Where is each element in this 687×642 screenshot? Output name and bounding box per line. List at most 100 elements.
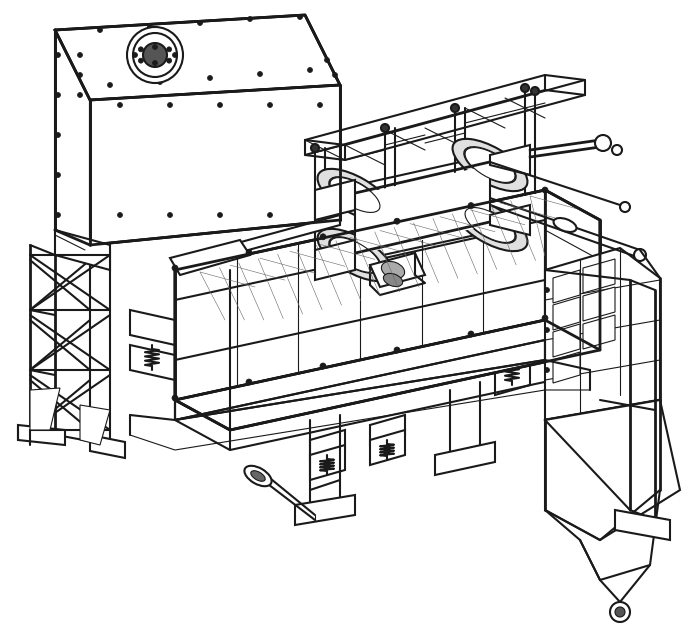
Circle shape — [172, 53, 177, 58]
Ellipse shape — [465, 207, 515, 243]
Ellipse shape — [465, 148, 515, 182]
Circle shape — [451, 104, 459, 112]
Polygon shape — [295, 495, 355, 525]
Circle shape — [153, 60, 157, 65]
Polygon shape — [370, 415, 405, 445]
Circle shape — [394, 347, 400, 353]
Ellipse shape — [329, 237, 381, 273]
Ellipse shape — [383, 273, 403, 286]
Polygon shape — [130, 310, 175, 345]
Ellipse shape — [317, 229, 392, 281]
Polygon shape — [90, 85, 340, 245]
Circle shape — [143, 43, 167, 67]
Circle shape — [333, 73, 337, 78]
Polygon shape — [495, 340, 530, 370]
Circle shape — [545, 327, 550, 333]
Circle shape — [545, 367, 550, 372]
Ellipse shape — [330, 238, 380, 272]
Polygon shape — [553, 270, 580, 303]
Polygon shape — [55, 230, 110, 270]
Polygon shape — [583, 259, 615, 293]
Circle shape — [468, 203, 474, 209]
Ellipse shape — [453, 139, 528, 191]
Circle shape — [610, 602, 630, 622]
Circle shape — [218, 103, 223, 107]
Ellipse shape — [330, 178, 380, 213]
Ellipse shape — [464, 207, 516, 243]
Circle shape — [320, 363, 326, 369]
Ellipse shape — [381, 261, 405, 279]
Circle shape — [117, 103, 122, 107]
Circle shape — [56, 92, 60, 98]
Polygon shape — [315, 180, 355, 220]
Polygon shape — [583, 315, 615, 349]
Polygon shape — [495, 360, 530, 395]
Circle shape — [267, 103, 273, 107]
Polygon shape — [545, 400, 680, 540]
Polygon shape — [55, 30, 90, 245]
Circle shape — [317, 103, 322, 107]
Circle shape — [56, 213, 60, 218]
Circle shape — [468, 331, 474, 337]
Polygon shape — [553, 352, 580, 383]
Polygon shape — [90, 435, 125, 458]
Polygon shape — [355, 165, 490, 255]
Ellipse shape — [464, 146, 516, 184]
Polygon shape — [370, 253, 425, 287]
Ellipse shape — [251, 471, 265, 482]
Circle shape — [107, 83, 113, 87]
Circle shape — [133, 33, 177, 77]
Circle shape — [521, 84, 529, 92]
Polygon shape — [545, 190, 600, 350]
Ellipse shape — [329, 177, 381, 213]
Polygon shape — [583, 287, 615, 321]
Circle shape — [138, 58, 144, 63]
Circle shape — [542, 187, 548, 193]
Polygon shape — [615, 510, 670, 540]
Polygon shape — [553, 324, 580, 357]
Circle shape — [381, 124, 389, 132]
Ellipse shape — [317, 169, 392, 221]
Circle shape — [153, 44, 157, 49]
Circle shape — [168, 103, 172, 107]
Circle shape — [167, 47, 172, 52]
Ellipse shape — [453, 199, 528, 251]
Circle shape — [133, 53, 137, 58]
Circle shape — [612, 145, 622, 155]
Polygon shape — [490, 145, 530, 175]
Polygon shape — [553, 297, 580, 330]
Polygon shape — [175, 215, 340, 270]
Circle shape — [258, 71, 262, 76]
Polygon shape — [55, 15, 340, 100]
Polygon shape — [370, 430, 405, 465]
Circle shape — [207, 76, 212, 80]
Circle shape — [167, 58, 172, 63]
Circle shape — [197, 21, 203, 26]
Circle shape — [98, 28, 102, 33]
Circle shape — [56, 53, 60, 58]
Circle shape — [246, 379, 252, 385]
Circle shape — [127, 27, 183, 83]
Circle shape — [267, 213, 273, 218]
Circle shape — [545, 288, 550, 293]
Circle shape — [157, 80, 163, 85]
Circle shape — [394, 218, 400, 224]
Circle shape — [634, 249, 646, 261]
Circle shape — [78, 73, 82, 78]
Circle shape — [324, 58, 330, 62]
Circle shape — [620, 202, 630, 212]
Polygon shape — [130, 345, 175, 380]
Circle shape — [148, 24, 153, 30]
Circle shape — [297, 15, 302, 19]
Circle shape — [172, 265, 178, 271]
Circle shape — [542, 315, 548, 321]
Polygon shape — [490, 205, 530, 235]
Circle shape — [218, 213, 223, 218]
Circle shape — [595, 135, 611, 151]
Circle shape — [246, 249, 252, 256]
Polygon shape — [80, 405, 110, 445]
Polygon shape — [435, 442, 495, 475]
Polygon shape — [175, 320, 600, 430]
Circle shape — [311, 144, 319, 152]
Circle shape — [168, 213, 172, 218]
